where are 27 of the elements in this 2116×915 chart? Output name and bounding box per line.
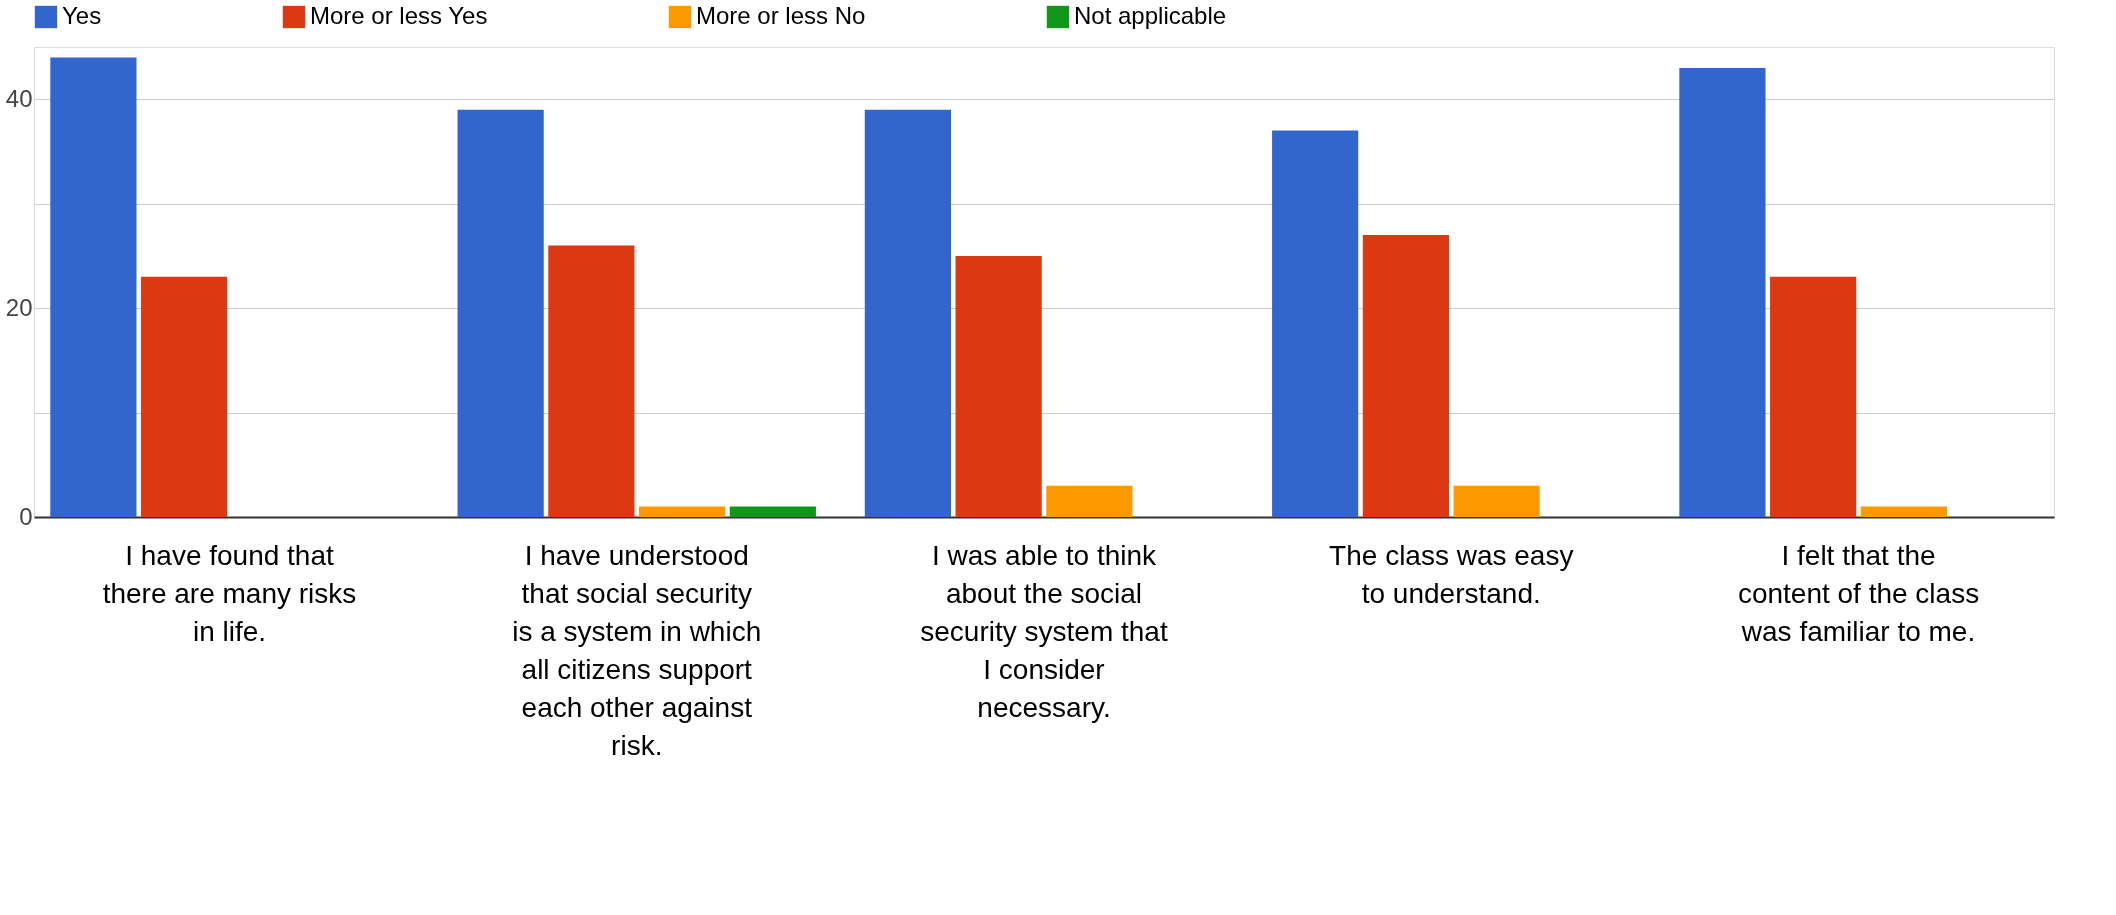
bar — [1046, 485, 1133, 517]
legend-label: More or less Yes — [310, 2, 488, 29]
bar — [141, 276, 228, 517]
bar — [548, 245, 635, 517]
x-tick-label: I have understood that social security is a system in which all citizens support each other against risk. — [512, 539, 762, 761]
bar — [729, 506, 816, 517]
bar — [1770, 276, 1857, 517]
x-tick-label: The class was easy to understand. — [1329, 539, 1574, 609]
bar — [864, 109, 951, 517]
legend-label: More or less No — [696, 2, 866, 29]
bar — [457, 109, 544, 517]
x-tick-label: I felt that the content of the class was familiar to me. — [1737, 539, 1980, 647]
bar — [1453, 485, 1540, 517]
x-tick-label: I was able to think about the social security system that I consider necessary. — [920, 539, 1168, 723]
bar — [955, 255, 1042, 517]
bar — [1860, 506, 1947, 517]
y-tick-label: 0 — [19, 502, 33, 530]
x-tick-label: I have found that there are many risks in life. — [102, 539, 357, 647]
bar — [50, 57, 137, 517]
y-tick-label: 20 — [5, 293, 33, 321]
bar — [1362, 235, 1449, 517]
bar — [1272, 130, 1359, 517]
legend-label: Not applicable — [1074, 2, 1227, 29]
y-tick-label: 40 — [5, 84, 33, 112]
bar — [639, 506, 726, 517]
bar — [1679, 67, 1766, 517]
legend-label: Yes — [62, 2, 102, 29]
